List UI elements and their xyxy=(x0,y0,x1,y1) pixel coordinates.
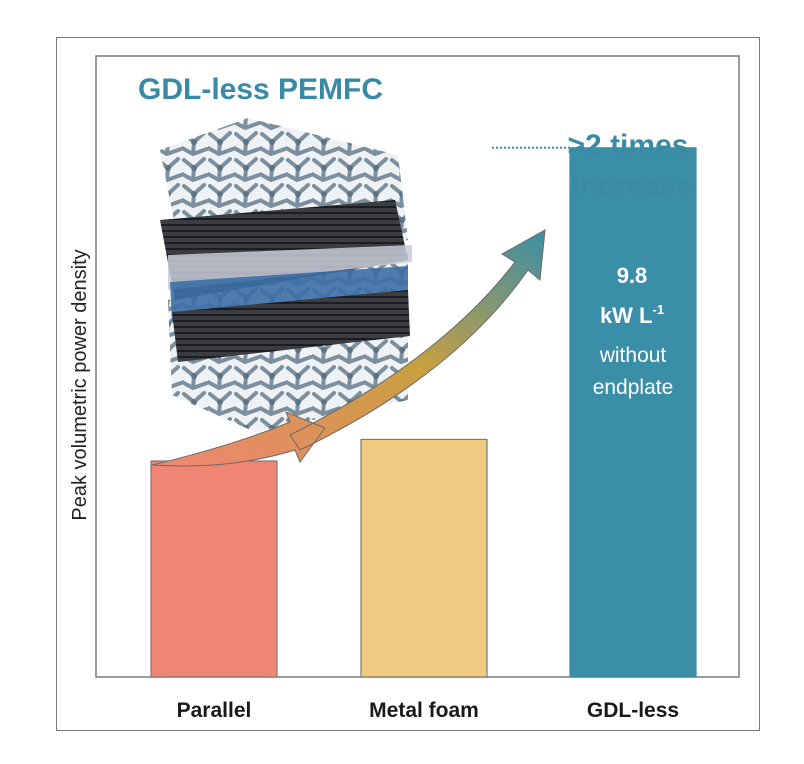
increase-annotation-line1: >2 times xyxy=(568,129,689,162)
porous-foam-membrane-stack-icon xyxy=(160,118,412,432)
value-unit-label: kW L-1 xyxy=(600,302,664,328)
value-label: 9.8 xyxy=(617,263,648,288)
x-tick-label-metal-foam: Metal foam xyxy=(369,699,479,722)
note-line2: endplate xyxy=(593,376,674,399)
y-axis-label: Peak volumetric power density xyxy=(69,249,91,520)
increase-annotation-line2: increase xyxy=(571,169,693,202)
note-line1: without xyxy=(599,344,667,367)
increase-arrow xyxy=(151,229,546,467)
x-tick-label-parallel: Parallel xyxy=(177,699,252,722)
bar-parallel xyxy=(150,460,278,678)
value-unit: kW L xyxy=(600,303,653,328)
bar-metal-foam xyxy=(360,438,488,678)
value-unit-exponent: -1 xyxy=(653,302,665,317)
bar-gdl-less xyxy=(569,147,697,678)
x-tick-label-gdl-less: GDL-less xyxy=(587,699,679,722)
figure-frame xyxy=(56,37,760,731)
chart-title: GDL-less PEMFC xyxy=(138,73,383,106)
